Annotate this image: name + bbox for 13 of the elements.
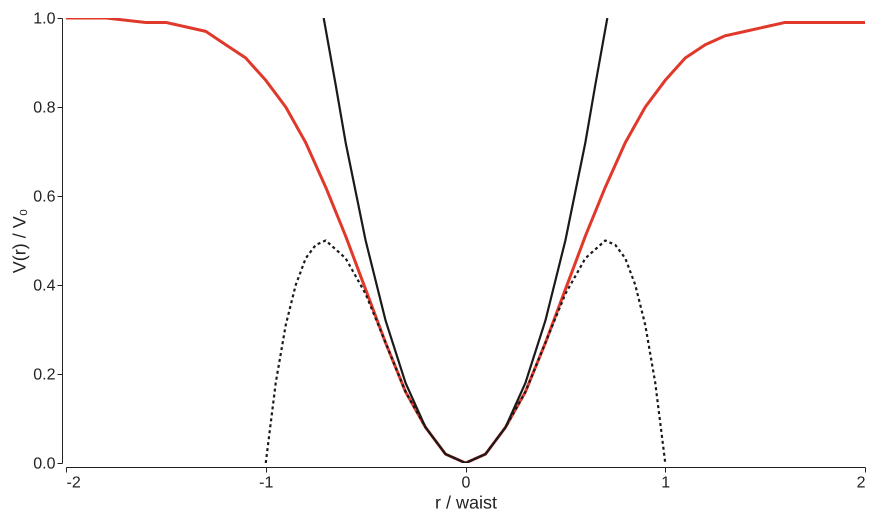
y-tick-label: 1.0 <box>33 10 56 28</box>
y-tick-label: 0.6 <box>33 188 56 206</box>
y-tick-label: 0.4 <box>33 278 56 294</box>
x-axis-title: r / waist <box>434 492 498 512</box>
x-tick-label: -1 <box>259 474 274 492</box>
x-tick-label: -2 <box>66 474 81 492</box>
x-tick-label: 1 <box>661 474 670 492</box>
y-tick-label: 0.8 <box>33 100 56 116</box>
x-tick-label: 2 <box>856 474 866 492</box>
x-tick-label: 0 <box>462 474 471 492</box>
y-tick-label: 0.2 <box>33 366 56 384</box>
y-axis-title: V(r) / V₀ <box>9 208 30 274</box>
y-tick-label: 0.0 <box>33 456 56 472</box>
